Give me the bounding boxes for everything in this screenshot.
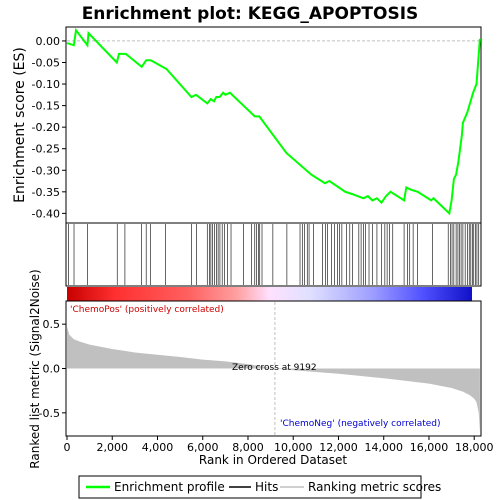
rank-color-bar	[67, 287, 472, 301]
es-y-tick-label: -0.25	[32, 143, 60, 156]
chart-title: Enrichment plot: KEGG_APOPTOSIS	[82, 4, 419, 24]
x-tick-label: 18,000	[455, 441, 494, 454]
legend-profile-label: Enrichment profile	[114, 480, 225, 494]
x-tick-label: 0	[64, 441, 71, 454]
hit-markers	[68, 224, 480, 285]
enrichment-profile-line	[66, 27, 481, 216]
metric-y-tick-label: 0.5	[43, 318, 61, 331]
legend-metric-label: Ranking metric scores	[308, 480, 441, 494]
rank-gradient	[67, 287, 472, 301]
es-y-ticks: 0.00 -0.05 -0.10 -0.15 -0.20 -0.25 -0.30 -0.35 -…	[32, 35, 66, 220]
x-tick-label: 2,000	[96, 441, 128, 454]
metric-y-tick-label: 0.0	[43, 363, 61, 376]
es-y-tick-label: -0.20	[32, 121, 60, 134]
zero-cross-label: Zero cross at 9192	[232, 363, 317, 373]
x-tick-label: 14,000	[364, 441, 403, 454]
ranking-metric-area	[67, 326, 480, 433]
neg-correlated-label: 'ChemoNeg' (negatively correlated)	[280, 419, 441, 429]
es-y-tick-label: 0.00	[36, 35, 61, 48]
metric-y-tick-label: -0.5	[39, 407, 60, 420]
x-tick-label: 16,000	[410, 441, 449, 454]
hits-panel	[65, 222, 482, 287]
es-panel: 0.00 -0.05 -0.10 -0.15 -0.20 -0.25 -0.30 -0.35 -…	[12, 26, 482, 224]
es-y-tick-label: -0.10	[32, 78, 60, 91]
hits-panel-frame	[65, 222, 482, 287]
x-tick-label: 8,000	[232, 441, 264, 454]
es-y-tick-label: -0.15	[32, 100, 60, 113]
es-y-tick-label: -0.40	[32, 207, 60, 220]
x-tick-label: 10,000	[274, 441, 313, 454]
es-y-axis-label: Enrichment score (ES)	[12, 47, 28, 203]
es-y-tick-label: -0.30	[32, 164, 60, 177]
legend: Enrichment profile Hits Ranking metric s…	[78, 475, 441, 499]
legend-hits-label: Hits	[255, 480, 278, 494]
es-y-tick-label: -0.35	[32, 186, 60, 199]
x-axis-ticks: 0 2,000 4,000 6,000 8,000 10,000 12,000 14,000 1…	[64, 436, 494, 454]
x-tick-label: 4,000	[142, 441, 174, 454]
x-tick-label: 12,000	[319, 441, 358, 454]
metric-panel: 0.5 0.0 -0.5 'ChemoPos' (positively correl…	[28, 269, 482, 469]
x-tick-label: 6,000	[187, 441, 219, 454]
metric-y-ticks: 0.5 0.0 -0.5	[39, 318, 66, 420]
es-y-tick-label: -0.05	[32, 56, 60, 69]
pos-correlated-label: 'ChemoPos' (positively correlated)	[70, 305, 224, 315]
metric-y-axis-label: Ranked list metric (Signal2Noise)	[28, 269, 42, 468]
x-axis-label: Rank in Ordered Dataset	[199, 453, 347, 467]
